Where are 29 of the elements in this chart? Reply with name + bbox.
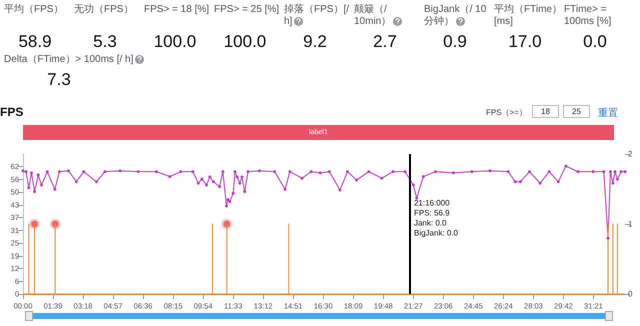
chart-title: FPS — [0, 105, 24, 119]
text: 平均（FPS） — [4, 4, 64, 16]
text: 无功（FPS） — [74, 4, 134, 16]
y2-tick-label: 1 — [628, 220, 633, 228]
text: BigJank（/ 10分钟） — [424, 4, 488, 28]
text: FPS（>=） — [486, 107, 527, 118]
annotation: 21:16:000 FPS: 56.9 Jank: 0.0 BigJank: 0.0 — [414, 198, 459, 238]
text: FTime> = 100ms [%] — [564, 4, 612, 28]
text: 100.0 — [152, 32, 198, 52]
y2-tick-label: 2 — [628, 150, 633, 158]
text: 0.0 — [582, 32, 608, 52]
text: Delta（FTime）> 100ms [/ h] — [4, 54, 134, 66]
text: 100.0 — [222, 32, 268, 52]
text: 平均（FTime）[ms] — [494, 4, 563, 28]
number-field: 18 — [532, 105, 559, 118]
y2-tick-label: 0 — [628, 290, 633, 298]
text: 掉落（FPS）[/ h] — [284, 4, 350, 28]
text: 0.9 — [442, 32, 468, 52]
text: FPS> = 18 [%] — [144, 4, 210, 16]
text: 9.2 — [302, 32, 328, 52]
text: 重置 — [598, 106, 618, 120]
text: FPS> = 25 [%] — [214, 4, 280, 16]
text: 颠簸（/ 10min） — [354, 4, 392, 28]
text: 7.3 — [46, 70, 72, 90]
text: 2.7 — [372, 32, 398, 52]
text: 5.3 — [92, 32, 118, 52]
text: 17.0 — [507, 32, 543, 52]
text: 58.9 — [17, 32, 53, 52]
number-field: 25 — [563, 105, 590, 118]
